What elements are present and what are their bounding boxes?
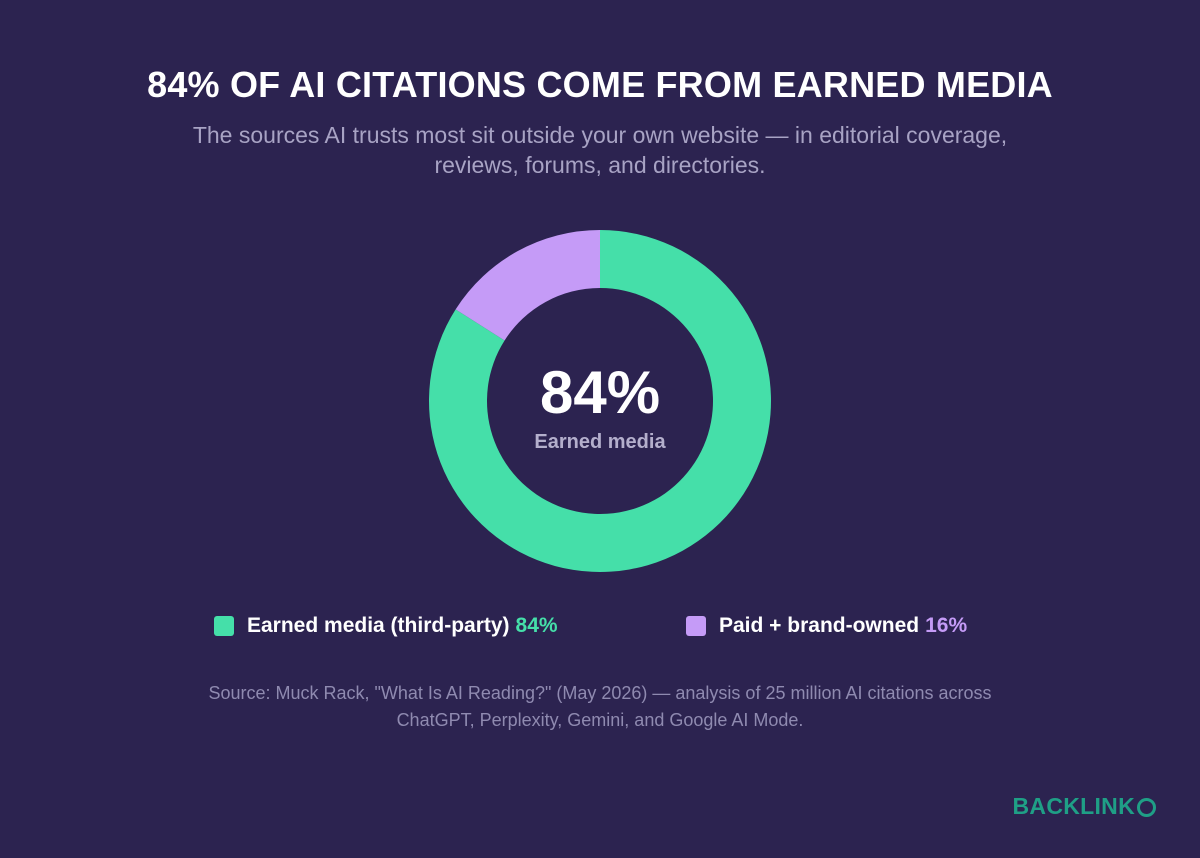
center-label: Earned media <box>534 431 666 453</box>
legend-item-earned-media: Earned media (third-party) 84% <box>214 613 558 639</box>
legend-label-earned-media: Earned media (third-party) <box>247 614 510 637</box>
backlinko-logo: BACKLINK <box>1012 793 1156 820</box>
donut-slice-earned-media <box>428 230 771 572</box>
legend-swatch-earned-media <box>214 616 234 636</box>
logo-text: BACKLINK <box>1012 793 1135 819</box>
legend-swatch-paid-brand-owned <box>686 616 706 636</box>
ring-o-icon <box>1137 797 1156 817</box>
legend-item-paid-brand-owned: Paid + brand-owned 16% <box>686 613 967 639</box>
chart-subtitle: The sources AI trusts most sit outside y… <box>192 122 1008 178</box>
donut-chart: 84% Earned media <box>428 229 772 573</box>
legend-value-earned-media: 84% <box>515 614 558 637</box>
chart-title: 84% OF AI CITATIONS COME FROM EARNED MED… <box>147 64 1053 105</box>
legend-value-paid-brand-owned: 16% <box>925 614 968 637</box>
center-value: 84% <box>539 359 661 426</box>
donut-svg <box>428 230 771 572</box>
source-note: Source: Muck Rack, "What Is AI Reading?"… <box>208 683 992 730</box>
legend-label-paid-brand-owned: Paid + brand-owned <box>719 614 920 637</box>
donut-slice-paid-brand-owned <box>455 230 600 341</box>
